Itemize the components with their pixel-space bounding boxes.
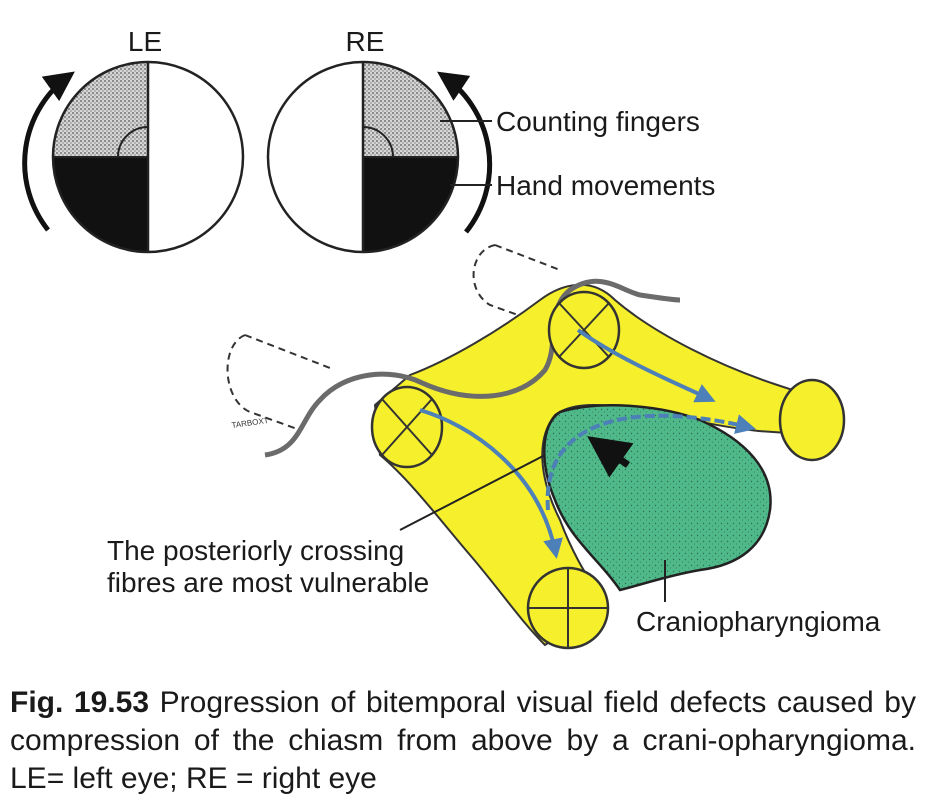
cross-section-upper [547, 290, 621, 370]
compression-arrow [587, 436, 634, 478]
meningeal-line [264, 278, 681, 458]
left-progression-arrow [22, 71, 75, 232]
left-eye-label: LE [128, 26, 162, 57]
left-eye-field [51, 60, 245, 254]
right-eye-field [266, 60, 460, 254]
caption-text: Progression of bitemporal visual field d… [10, 686, 916, 795]
cross-section-lower [526, 566, 610, 650]
fibre-arrow-left [419, 408, 563, 559]
craniopharyngioma-label: Craniopharyngioma [636, 606, 881, 637]
figure-number: Fig. 19.53 [10, 686, 150, 719]
dashed-tract-lower [226, 334, 331, 431]
dashed-tract-upper [472, 244, 561, 331]
right-progression-arrow [437, 71, 493, 234]
right-nerve-end [778, 378, 846, 462]
small-tag: TARBOXT [231, 416, 269, 430]
cross-section-left [370, 385, 444, 469]
fibre-arrow-crossing [545, 413, 756, 511]
crossing-fibres-label-1: The posteriorly crossing [107, 535, 404, 566]
right-eye-label: RE [346, 26, 385, 57]
counting-fingers-label: Counting fingers [496, 106, 700, 137]
hand-movements-label: Hand movements [496, 170, 715, 201]
crossing-fibres-leader [399, 454, 546, 531]
figure-caption: Fig. 19.53 Progression of bitemporal vis… [10, 684, 916, 798]
fibre-arrow-upper [576, 328, 716, 403]
crossing-fibres-label-2: fibres are most vulnerable [107, 567, 429, 598]
